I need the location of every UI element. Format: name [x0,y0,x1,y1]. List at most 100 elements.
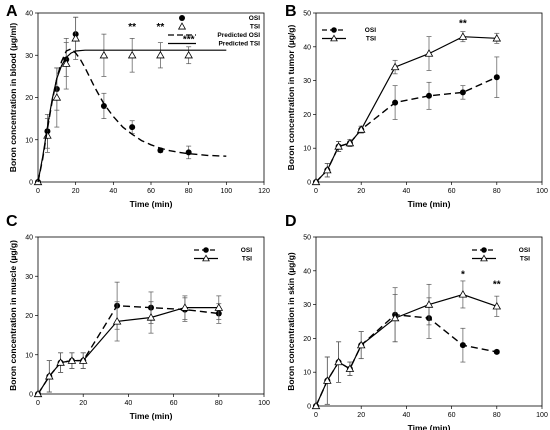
data-point-circle [100,102,107,109]
data-point-circle [185,149,192,156]
x-tick-label: 0 [314,412,318,419]
data-point-circle [392,99,399,106]
data-point-triangle [356,340,366,349]
series-line [37,49,227,183]
x-tick-label: 60 [448,188,456,195]
y-tick-label: 0 [307,180,311,187]
data-point-triangle [334,357,343,366]
y-tick-label: 30 [25,274,33,281]
x-tick-label: 20 [357,412,365,419]
data-point-triangle [345,138,355,147]
data-point-triangle [390,313,400,322]
y-tick-label: 0 [29,180,33,187]
legend-label: TSI [366,36,376,43]
data-point-triangle [492,301,502,310]
y-axis-label: Boron concentration in blood (µg/ml) [8,23,18,173]
x-axis-label: Time (min) [408,423,451,430]
x-tick-label: 60 [448,412,456,419]
series-osi [35,281,222,397]
legend-label: Predicted OSI [217,32,260,39]
x-axis-label: Time (min) [130,199,173,209]
y-axis-label: Boron concentration in muscle (µg/g) [8,240,18,391]
panel-c: C 0 20 40 60 80 100 0 10 20 30 40 Time (min) Boron co… [6,213,270,421]
y-tick-label: 40 [303,44,311,51]
legend-swatch [481,247,487,253]
x-tick-label: 60 [170,400,178,407]
series-line [315,76,498,183]
series-tsi [311,31,502,186]
x-tick-label: 80 [185,188,193,195]
x-axis-label: Time (min) [130,411,173,421]
x-tick-label: 80 [493,188,501,195]
data-point-triangle [214,303,224,311]
x-tick-label: 0 [36,188,40,195]
legend-label: TSI [250,24,260,31]
y-tick-label: 10 [303,370,311,377]
x-axis-label: Time (min) [408,199,451,209]
legend-label: OSI [519,247,530,254]
data-point-triangle [52,93,62,101]
data-point-triangle [146,313,156,321]
y-tick-label: 0 [29,392,33,399]
significance-marker: ** [128,22,136,33]
legend: OSI TSI [194,247,252,263]
series-predicted-tsi [37,49,227,183]
y-axis-label: Boron concentration in tumor (µg/g) [286,25,296,171]
x-tick-label: 40 [403,412,411,419]
x-tick-label: 0 [314,188,318,195]
significance-marker: ** [493,280,501,291]
y-tick-label: 20 [303,336,311,343]
legend-swatch [480,254,488,262]
y-tick-label: 30 [25,53,33,60]
data-point-triangle [71,33,80,42]
data-point-triangle [334,142,343,150]
legend-swatch [330,34,338,42]
y-tick-label: 50 [303,235,311,242]
x-tick-label: 100 [536,188,548,195]
y-axis-label: Boron concentration in skin (µg/g) [286,252,296,391]
panel-letter: B [285,3,297,20]
legend-swatch [203,247,209,253]
legend-swatch [331,27,337,33]
data-point-triangle [311,177,321,186]
series-line [37,304,219,395]
legend-swatch [202,254,210,262]
legend-label: Predicted TSI [218,41,260,48]
y-tick-label: 50 [303,11,311,18]
data-point-triangle [127,50,137,59]
y-tick-label: 30 [303,302,311,309]
x-tick-label: 20 [72,188,80,195]
series-line [315,36,497,183]
legend-swatch [179,15,185,21]
legend-label: TSI [242,256,252,263]
panel-letter: D [285,213,297,230]
y-tick-label: 40 [303,268,311,275]
data-point-circle [129,124,136,131]
legend-label: OSI [241,247,252,254]
significance-marker: ** [157,22,165,33]
series-osi [313,287,500,409]
panel-letter: C [6,213,18,230]
series-osi [35,16,192,185]
y-tick-label: 10 [303,146,311,153]
data-point-triangle [180,303,190,311]
y-tick-label: 0 [307,404,311,411]
legend-swatch [177,22,187,30]
x-tick-label: 120 [258,188,270,195]
data-point-triangle [45,371,54,380]
panel-letter: A [6,3,18,20]
x-tick-label: 40 [403,188,411,195]
panel-b: B 0 20 40 60 80 100 0 10 20 30 40 50 Time (min) Boron … [285,3,548,209]
data-point-triangle [78,356,88,364]
data-point-triangle [458,290,468,298]
series-line [315,313,497,407]
x-tick-label: 100 [220,188,232,195]
data-point-triangle [323,376,332,384]
data-point-triangle [56,358,65,366]
series-tsi [311,280,502,410]
data-point-triangle [323,165,332,174]
data-point-triangle [112,316,122,325]
plot-frame [315,12,543,183]
